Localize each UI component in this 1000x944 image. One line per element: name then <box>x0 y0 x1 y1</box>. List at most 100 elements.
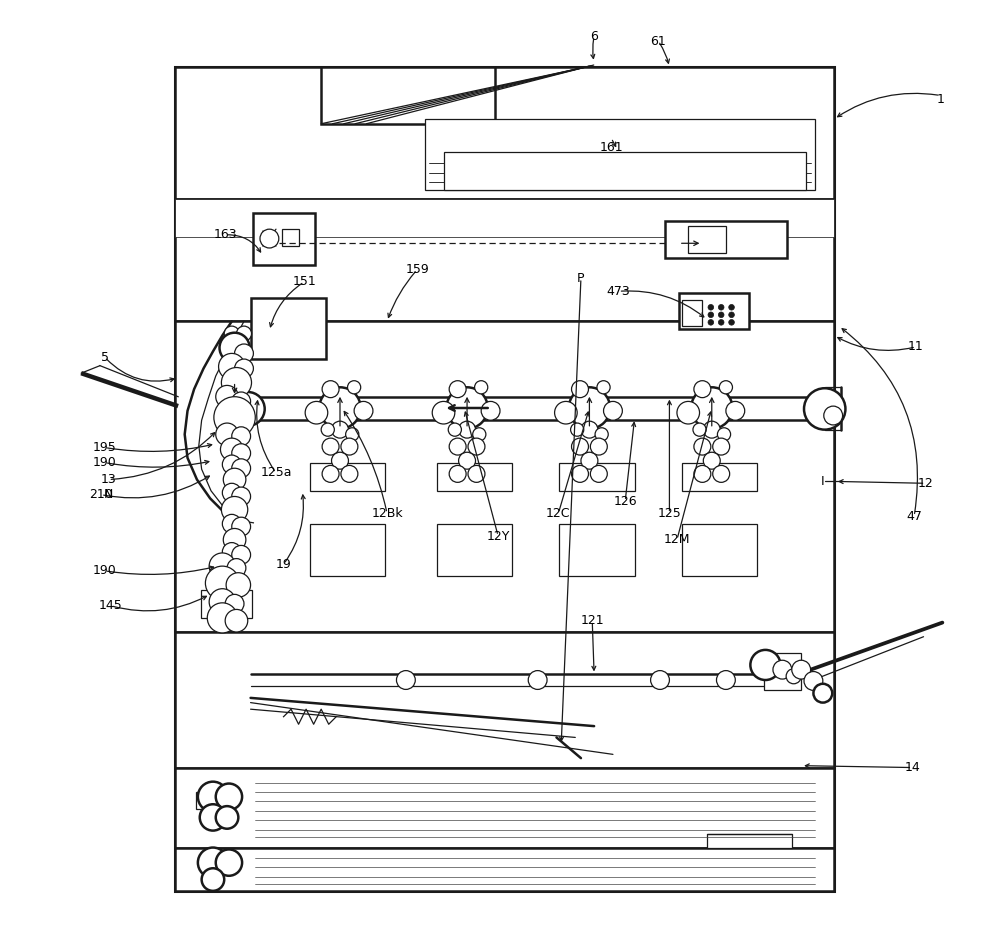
Circle shape <box>332 452 348 469</box>
Text: 125: 125 <box>658 507 681 520</box>
Text: 190: 190 <box>93 456 117 469</box>
Circle shape <box>322 465 339 482</box>
Circle shape <box>729 319 734 325</box>
Text: 12Bk: 12Bk <box>371 507 403 520</box>
Bar <box>175 67 834 199</box>
Circle shape <box>232 487 251 506</box>
Bar <box>688 227 726 253</box>
Circle shape <box>569 387 610 429</box>
Bar <box>175 632 834 768</box>
Circle shape <box>481 401 500 420</box>
Circle shape <box>703 452 720 469</box>
Bar <box>175 849 834 891</box>
Circle shape <box>220 332 250 362</box>
Bar <box>282 229 299 246</box>
Circle shape <box>726 401 745 420</box>
Circle shape <box>216 850 242 876</box>
Circle shape <box>432 401 455 424</box>
Circle shape <box>449 465 466 482</box>
Circle shape <box>221 497 248 523</box>
Circle shape <box>718 312 724 317</box>
Circle shape <box>792 660 811 679</box>
Circle shape <box>691 387 732 429</box>
Circle shape <box>590 465 607 482</box>
Bar <box>251 298 326 359</box>
Circle shape <box>232 459 251 478</box>
Text: 61: 61 <box>650 35 666 48</box>
Circle shape <box>703 421 720 438</box>
Circle shape <box>804 388 845 430</box>
Circle shape <box>446 387 488 429</box>
Circle shape <box>214 396 255 438</box>
Circle shape <box>260 229 279 248</box>
Circle shape <box>717 428 731 441</box>
Text: 12M: 12M <box>664 533 690 547</box>
Circle shape <box>226 573 251 598</box>
Circle shape <box>209 589 236 615</box>
Circle shape <box>236 326 252 341</box>
Circle shape <box>590 438 607 455</box>
Bar <box>201 590 252 618</box>
Circle shape <box>694 438 711 455</box>
Circle shape <box>205 566 239 600</box>
Circle shape <box>581 421 598 438</box>
Circle shape <box>719 380 732 394</box>
Bar <box>310 463 385 491</box>
Text: P: P <box>577 272 585 284</box>
Bar <box>559 524 635 576</box>
Circle shape <box>459 421 476 438</box>
Text: 12: 12 <box>918 477 933 490</box>
Circle shape <box>223 529 246 551</box>
Text: 13: 13 <box>101 473 116 486</box>
Circle shape <box>528 670 547 689</box>
Circle shape <box>225 610 248 632</box>
Circle shape <box>693 423 706 436</box>
Text: 12Y: 12Y <box>486 530 510 543</box>
Circle shape <box>222 543 241 562</box>
Text: 125a: 125a <box>260 466 292 480</box>
Circle shape <box>571 423 584 436</box>
Bar <box>175 67 834 891</box>
Text: 12C: 12C <box>546 507 571 520</box>
Bar <box>559 463 635 491</box>
Circle shape <box>677 401 700 424</box>
Circle shape <box>786 668 801 683</box>
Bar <box>679 294 749 329</box>
Text: N: N <box>104 488 113 501</box>
Circle shape <box>232 392 251 411</box>
Circle shape <box>804 671 823 690</box>
Circle shape <box>713 438 730 455</box>
Circle shape <box>216 423 238 446</box>
Circle shape <box>332 421 348 438</box>
Text: 11: 11 <box>908 341 924 353</box>
Circle shape <box>750 649 780 680</box>
Text: 190: 190 <box>93 565 117 578</box>
Circle shape <box>354 401 373 420</box>
Text: I: I <box>821 475 825 488</box>
Bar <box>425 119 815 190</box>
Circle shape <box>198 782 228 812</box>
Circle shape <box>227 559 246 578</box>
Circle shape <box>200 804 226 831</box>
Bar <box>682 524 757 576</box>
Circle shape <box>708 319 714 325</box>
Text: 6: 6 <box>590 29 598 42</box>
Bar <box>175 768 834 849</box>
Circle shape <box>716 670 735 689</box>
Text: 161: 161 <box>599 141 623 154</box>
Circle shape <box>694 380 711 397</box>
Circle shape <box>475 380 488 394</box>
Text: 14: 14 <box>904 761 920 774</box>
Circle shape <box>597 380 610 394</box>
Circle shape <box>396 670 415 689</box>
Text: 151: 151 <box>292 276 316 288</box>
Circle shape <box>232 546 251 565</box>
Circle shape <box>449 380 466 397</box>
Circle shape <box>235 344 253 362</box>
Text: 1: 1 <box>937 93 944 106</box>
Circle shape <box>231 392 265 426</box>
Circle shape <box>216 385 238 408</box>
Circle shape <box>595 428 608 441</box>
Circle shape <box>448 423 461 436</box>
Circle shape <box>220 438 243 461</box>
